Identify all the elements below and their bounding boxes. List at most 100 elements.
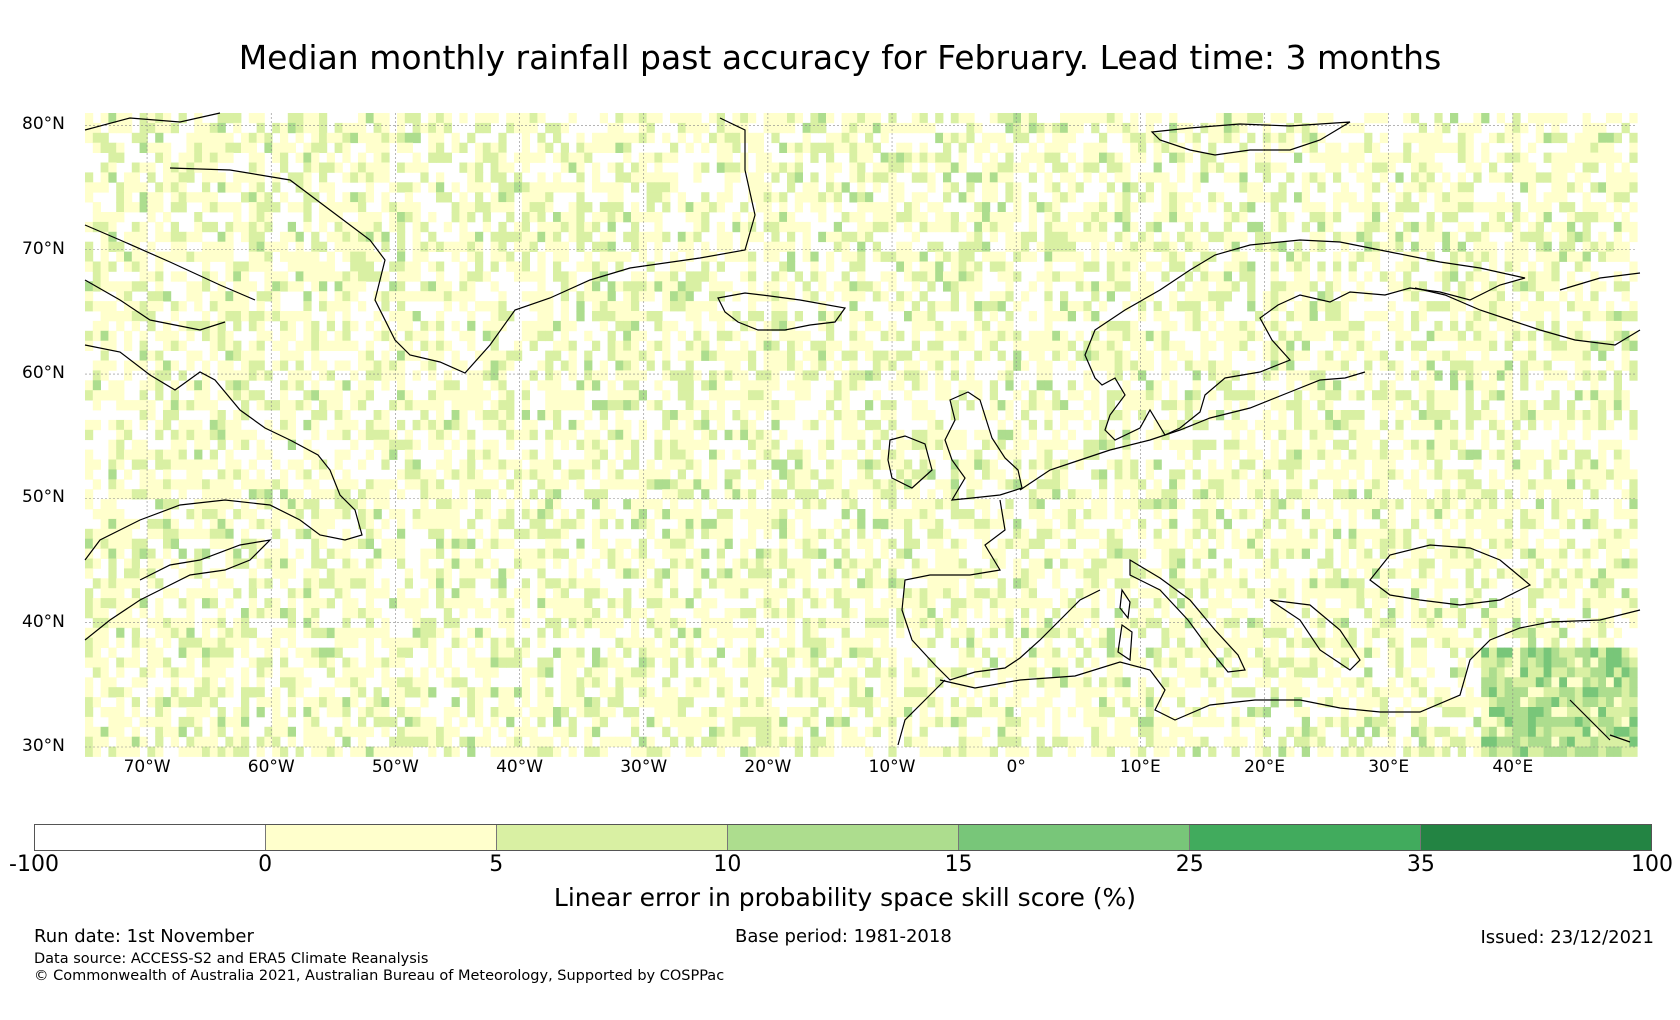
- skill-cell: [1590, 212, 1599, 223]
- skill-cell: [1028, 469, 1037, 480]
- skill-cell: [475, 142, 484, 153]
- skill-cell: [373, 212, 382, 223]
- skill-cell: [295, 350, 304, 361]
- skill-cell: [1270, 459, 1279, 470]
- skill-cell: [787, 469, 796, 480]
- skill-cell: [1028, 202, 1037, 213]
- skill-cell: [740, 320, 749, 332]
- skill-cell: [521, 221, 530, 233]
- skill-cell: [498, 152, 507, 163]
- skill-cell: [779, 469, 788, 480]
- skill-cell: [576, 182, 585, 193]
- skill-cell: [443, 113, 452, 124]
- skill-cell: [654, 320, 663, 332]
- skill-cell: [1083, 301, 1092, 312]
- skill-cell: [709, 271, 718, 282]
- skill-cell: [670, 152, 679, 163]
- skill-cell: [1301, 172, 1310, 183]
- skill-cell: [1613, 132, 1622, 144]
- skill-cell: [482, 489, 491, 500]
- skill-cell: [1442, 419, 1451, 431]
- skill-cell: [584, 281, 593, 292]
- skill-cell: [1559, 350, 1568, 361]
- skill-cell: [888, 212, 897, 223]
- skill-cell: [623, 439, 632, 450]
- skill-cell: [1418, 122, 1427, 134]
- skill-cell: [272, 271, 281, 282]
- skill-cell: [989, 340, 998, 351]
- skill-cell: [1379, 152, 1388, 163]
- skill-cell: [1450, 499, 1459, 510]
- skill-cell: [1450, 311, 1459, 322]
- skill-cell: [373, 162, 382, 173]
- skill-cell: [311, 113, 320, 124]
- skill-cell: [826, 469, 835, 480]
- skill-cell: [420, 410, 429, 421]
- skill-cell: [966, 281, 975, 292]
- skill-cell: [381, 122, 390, 134]
- skill-cell: [623, 311, 632, 322]
- skill-cell: [381, 241, 390, 252]
- skill-cell: [131, 281, 140, 292]
- skill-cell: [1075, 212, 1084, 223]
- skill-cell: [202, 271, 211, 282]
- skill-cell: [1301, 400, 1310, 411]
- skill-cell: [709, 350, 718, 361]
- skill-cell: [1192, 370, 1201, 381]
- skill-cell: [568, 419, 577, 431]
- skill-cell: [849, 330, 858, 342]
- skill-cell: [1286, 132, 1295, 144]
- skill-cell: [755, 231, 764, 243]
- skill-cell: [1200, 509, 1209, 520]
- skill-cell: [958, 142, 967, 153]
- skill-cell: [459, 261, 468, 272]
- skill-cell: [1106, 340, 1115, 351]
- skill-cell: [1122, 320, 1131, 332]
- skill-cell: [1294, 429, 1303, 441]
- skill-cell: [631, 172, 640, 183]
- skill-cell: [1465, 122, 1474, 134]
- skill-cell: [295, 400, 304, 411]
- skill-cell: [545, 479, 554, 490]
- skill-cell: [966, 212, 975, 223]
- skill-cell: [381, 132, 390, 144]
- skill-cell: [194, 192, 203, 203]
- skill-cell: [841, 499, 850, 510]
- skill-cell: [1387, 152, 1396, 163]
- skill-cell: [1184, 311, 1193, 322]
- skill-cell: [116, 479, 125, 490]
- skill-cell: [272, 429, 281, 441]
- skill-cell: [880, 132, 889, 144]
- skill-cell: [342, 320, 351, 332]
- skill-cell: [521, 231, 530, 243]
- skill-cell: [615, 281, 624, 292]
- skill-cell: [1278, 419, 1287, 431]
- skill-cell: [748, 499, 757, 510]
- skill-cell: [280, 479, 289, 490]
- skill-cell: [646, 122, 655, 134]
- skill-cell: [436, 330, 445, 342]
- skill-cell: [1551, 459, 1560, 470]
- skill-cell: [1153, 439, 1162, 450]
- skill-cell: [794, 271, 803, 282]
- skill-cell: [841, 509, 850, 520]
- skill-cell: [498, 291, 507, 302]
- skill-cell: [280, 271, 289, 282]
- skill-cell: [1418, 221, 1427, 233]
- skill-cell: [771, 251, 780, 262]
- skill-cell: [163, 320, 172, 332]
- skill-cell: [849, 152, 858, 163]
- skill-cell: [662, 330, 671, 342]
- skill-cell: [670, 439, 679, 450]
- skill-cell: [1629, 113, 1638, 124]
- skill-cell: [436, 439, 445, 450]
- skill-cell: [545, 320, 554, 332]
- skill-cell: [748, 320, 757, 332]
- skill-cell: [1559, 162, 1568, 173]
- skill-cell: [186, 360, 195, 371]
- skill-cell: [428, 152, 437, 163]
- skill-cell: [1496, 192, 1505, 203]
- skill-cell: [397, 509, 406, 520]
- skill-cell: [1106, 251, 1115, 262]
- skill-cell: [966, 241, 975, 252]
